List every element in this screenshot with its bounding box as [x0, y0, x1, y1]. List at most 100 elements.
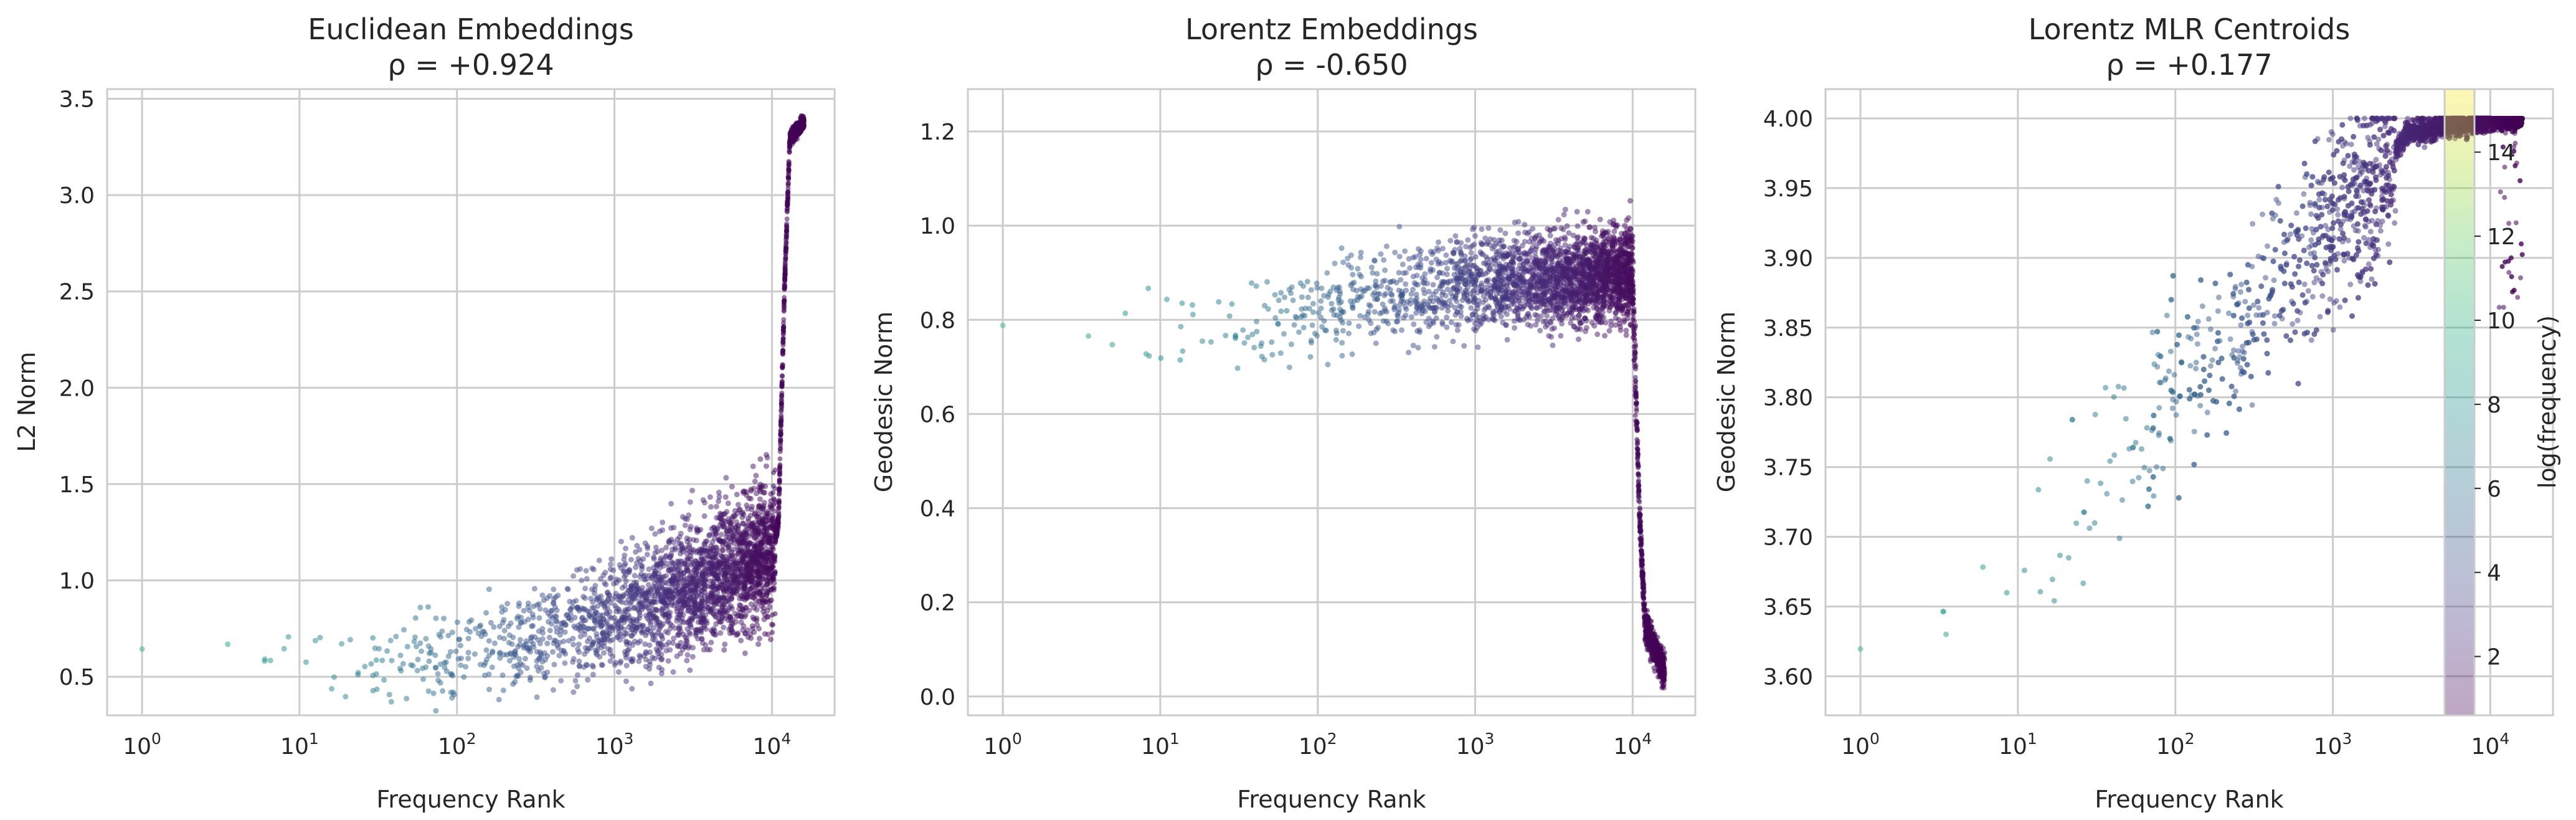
- scatter-point: [607, 658, 613, 664]
- scatter-point: [729, 552, 736, 558]
- scatter-point: [666, 540, 672, 546]
- scatter-point: [732, 530, 739, 536]
- scatter-point: [1179, 300, 1185, 307]
- scatter-point: [693, 627, 699, 633]
- scatter-point: [688, 523, 694, 530]
- scatter-point: [711, 535, 717, 541]
- scatter-point: [624, 631, 630, 637]
- scatter-point: [551, 586, 557, 593]
- scatter-point: [630, 627, 636, 633]
- scatter-point: [599, 662, 605, 668]
- scatter-point: [537, 649, 543, 656]
- scatter-point: [1200, 338, 1205, 344]
- scatter-point: [656, 619, 663, 626]
- scatter-point: [1278, 308, 1284, 314]
- scatter-point: [747, 570, 753, 576]
- scatter-point: [640, 628, 646, 634]
- scatter-point: [1434, 334, 1440, 340]
- scatter-point: [693, 558, 699, 565]
- scatter-point: [516, 656, 522, 662]
- scatter-point: [1632, 412, 1638, 418]
- scatter-point: [1396, 224, 1403, 230]
- scatter-point: [729, 516, 735, 522]
- scatter-point: [771, 496, 777, 502]
- scatter-point: [689, 587, 695, 593]
- scatter-point: [1484, 289, 1490, 295]
- scatter-point: [568, 617, 574, 623]
- scatter-point: [678, 551, 683, 557]
- scatter-point: [1444, 286, 1451, 292]
- scatter-point: [1245, 334, 1251, 340]
- scatter-point: [716, 493, 722, 500]
- scatter-point: [486, 586, 492, 593]
- scatter-point: [594, 647, 600, 654]
- scatter-point: [782, 262, 788, 267]
- scatter-point: [1262, 303, 1267, 308]
- scatter-point: [433, 615, 439, 621]
- scatter-point: [599, 637, 604, 642]
- point-cloud: [139, 113, 807, 714]
- scatter-point: [580, 624, 586, 630]
- scatter-point: [1515, 219, 1522, 225]
- scatter-point: [648, 525, 655, 532]
- scatter-point: [1603, 320, 1609, 326]
- scatter-point: [613, 576, 619, 583]
- scatter-point: [475, 631, 481, 636]
- scatter-point: [1399, 261, 1406, 267]
- y-tick-label: 2.0: [59, 376, 95, 401]
- scatter-point: [770, 565, 775, 570]
- x-tick-label: 104: [753, 730, 792, 760]
- scatter-point: [597, 576, 604, 582]
- x-tick-label: 101: [280, 730, 319, 760]
- scatter-point: [623, 654, 629, 660]
- scatter-point: [692, 602, 698, 608]
- scatter-point: [710, 548, 716, 554]
- scatter-point: [384, 648, 391, 654]
- scatter-point: [707, 494, 713, 500]
- scatter-point: [680, 514, 686, 520]
- scatter-point: [433, 708, 439, 714]
- scatter-point: [612, 603, 618, 609]
- scatter-point: [477, 662, 483, 668]
- scatter-point: [489, 664, 495, 670]
- scatter-point: [457, 642, 463, 649]
- scatter-point: [762, 525, 769, 532]
- scatter-point: [516, 665, 522, 671]
- scatter-point: [709, 571, 714, 577]
- scatter-point: [732, 619, 739, 625]
- scatter-point: [420, 676, 426, 682]
- scatter-point: [590, 599, 596, 605]
- scatter-point: [743, 523, 749, 530]
- scatter-point: [1385, 284, 1391, 290]
- scatter-point: [756, 503, 762, 510]
- scatter-point: [526, 608, 533, 614]
- scatter-point: [764, 530, 770, 536]
- scatter-point: [1631, 328, 1637, 333]
- scatter-point: [1297, 280, 1304, 286]
- scatter-point: [711, 611, 717, 617]
- scatter-point: [1555, 217, 1561, 223]
- scatter-point: [760, 551, 765, 557]
- scatter-point: [756, 636, 762, 642]
- scatter-point: [339, 641, 344, 647]
- scatter-point: [577, 628, 584, 634]
- scatter-point: [635, 606, 640, 613]
- scatter-point: [1383, 308, 1390, 315]
- scatter-point: [615, 669, 622, 675]
- scatter-point: [1254, 328, 1260, 335]
- scatter-point: [753, 601, 759, 608]
- scatter-point: [1392, 249, 1398, 255]
- scatter-point: [740, 489, 746, 495]
- scatter-point: [1417, 252, 1423, 258]
- scatter-point: [703, 565, 709, 571]
- scatter-point: [785, 201, 790, 207]
- scatter-point: [684, 652, 691, 658]
- scatter-point: [698, 561, 704, 567]
- scatter-point: [1396, 270, 1402, 276]
- scatter-point: [721, 594, 727, 600]
- scatter-point: [750, 463, 756, 469]
- grid: [107, 89, 835, 715]
- scatter-point: [647, 649, 653, 656]
- scatter-point: [1440, 246, 1446, 252]
- scatter-point: [1330, 284, 1337, 290]
